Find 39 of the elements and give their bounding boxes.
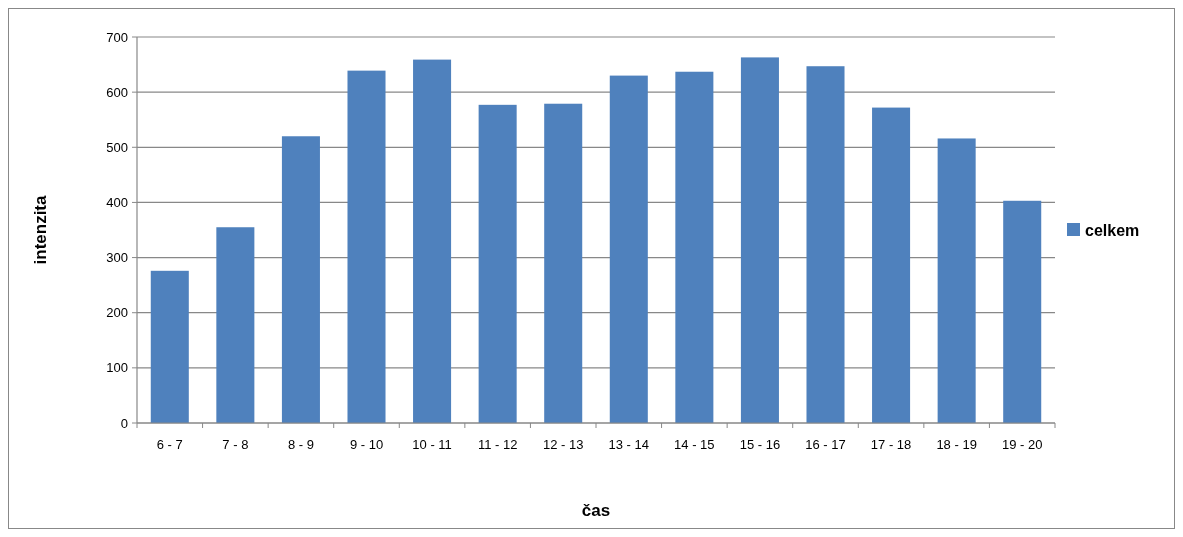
x-tick-label: 6 - 7 [156, 437, 183, 452]
bar [1003, 200, 1042, 423]
bar [806, 66, 845, 423]
y-tick-label: 600 [106, 84, 128, 100]
bar [872, 107, 911, 423]
bar [150, 270, 189, 423]
bar [937, 138, 976, 423]
y-tick-label: 200 [106, 305, 128, 321]
y-tick-label: 700 [106, 29, 128, 45]
x-tick-label: 13 - 14 [608, 437, 650, 452]
bar [347, 70, 386, 423]
x-tick-label: 9 - 10 [349, 437, 384, 452]
x-axis-title: čas [581, 501, 611, 520]
bar [216, 227, 255, 423]
x-tick-label: 18 - 19 [936, 437, 977, 452]
legend-label: celkem [1085, 221, 1140, 239]
y-tick-label: 0 [120, 415, 128, 431]
x-tick-label: 16 - 17 [805, 437, 846, 452]
x-tick-label: 11 - 12 [477, 437, 518, 452]
bar [544, 103, 583, 423]
y-tick-label: 300 [106, 250, 128, 266]
bar [609, 75, 648, 423]
bar [413, 59, 452, 423]
bar [478, 104, 517, 423]
x-tick-label: 12 - 13 [542, 437, 584, 452]
bar [675, 71, 714, 423]
y-axis-title: intenzita [31, 194, 50, 265]
x-tick-label: 14 - 15 [674, 437, 715, 452]
x-tick-label: 15 - 16 [739, 437, 781, 452]
x-tick-label: 17 - 18 [870, 437, 912, 452]
y-tick-label: 100 [106, 360, 128, 376]
x-tick-label: 8 - 9 [287, 437, 314, 452]
x-tick-label: 7 - 8 [222, 437, 249, 452]
y-tick-label: 400 [106, 194, 128, 210]
bar [281, 136, 320, 423]
y-tick-label: 500 [106, 139, 128, 155]
x-tick-label: 10 - 11 [412, 437, 452, 452]
bar [740, 57, 779, 423]
x-tick-label: 19 - 20 [1001, 437, 1043, 452]
